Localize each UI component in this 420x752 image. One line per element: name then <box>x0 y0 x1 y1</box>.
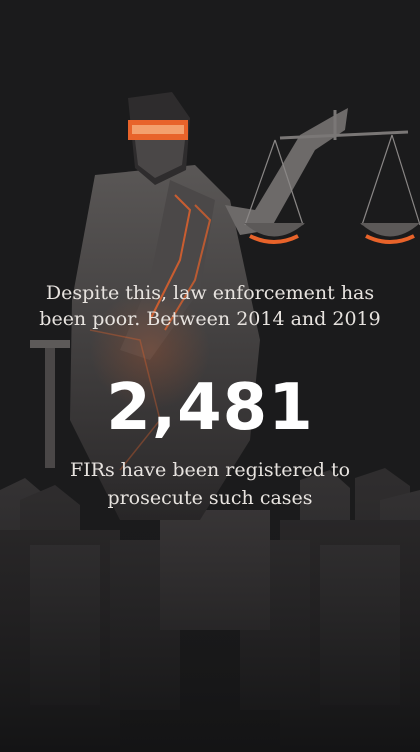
sword <box>30 340 70 468</box>
raised-arm <box>225 108 348 235</box>
follow-caption: FIRs have been registered to prosecute s… <box>69 459 351 509</box>
figure-head <box>128 92 190 185</box>
figure-robe <box>70 165 260 520</box>
scales <box>244 110 420 244</box>
lead-caption: Despite this, law enforcement has been p… <box>39 282 381 330</box>
fir-count-stat: 2,481 <box>106 371 314 445</box>
